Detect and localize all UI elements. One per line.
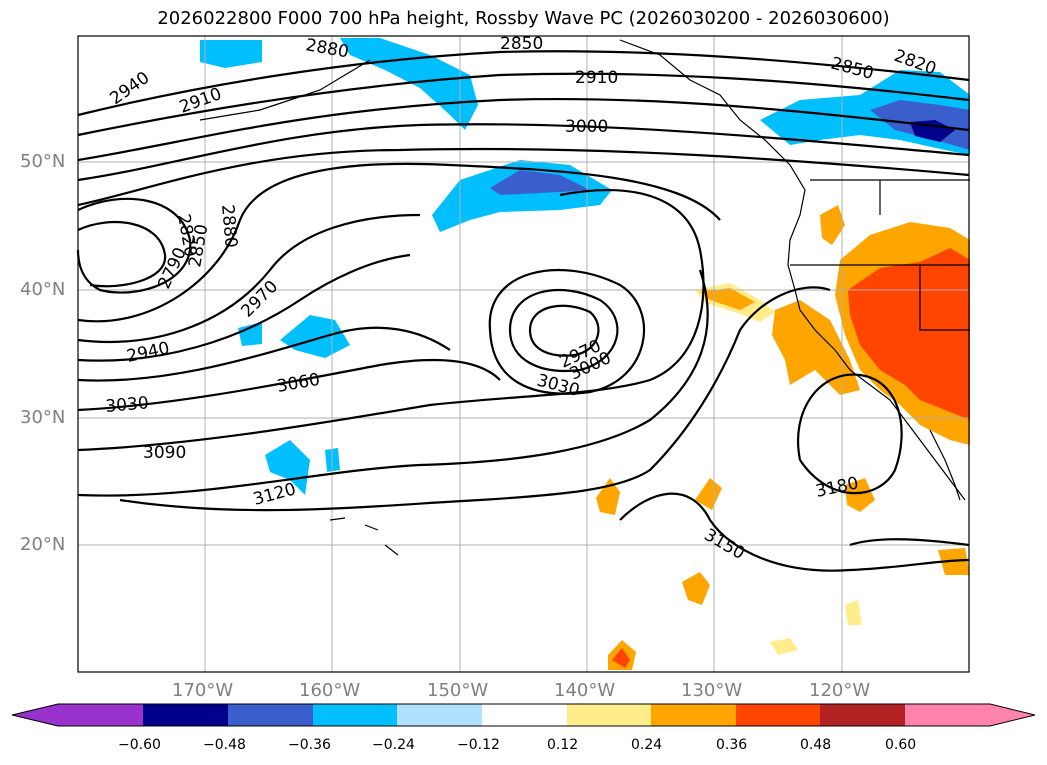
shade-orange-coast — [772, 300, 860, 395]
shade-orange-small1 — [820, 205, 845, 245]
contour-label: 2790 — [154, 244, 190, 292]
colorbar-segment — [651, 704, 736, 726]
colorbar-segment — [143, 704, 228, 726]
contour-label: 3000 — [565, 117, 608, 137]
colorbar — [11, 703, 1036, 727]
lat-label-40n: 40°N — [20, 279, 66, 300]
shade-blue-south — [265, 440, 310, 495]
colorbar-segment — [567, 704, 651, 726]
lon-label-170w: 170°W — [172, 680, 234, 701]
colorbar-extend-right — [990, 704, 1035, 726]
contour-label: 3150 — [701, 525, 748, 564]
map-title: 2026022800 F000 700 hPa height, Rossby W… — [157, 8, 890, 29]
shade-orange-se2 — [845, 478, 875, 512]
colorbar-tick-label: 0.24 — [631, 737, 663, 753]
colorbar-extend-left — [12, 704, 58, 726]
contour-label: 2850 — [829, 54, 876, 85]
shade-red-land — [848, 248, 970, 420]
colorbar-tick-label: 0.36 — [716, 737, 748, 753]
colorbar-segment — [820, 704, 905, 726]
colorbar-segment — [736, 704, 820, 726]
shade-blue-central — [432, 160, 612, 232]
contour-label: 2910 — [575, 68, 618, 88]
shade-orange-south3 — [682, 572, 710, 605]
colorbar-tick-label: 0.12 — [547, 737, 579, 753]
colorbar-tick-label: 0.48 — [800, 737, 832, 753]
colorbar-segment — [228, 704, 313, 726]
colorbar-tick-label: −0.36 — [288, 737, 331, 753]
shade-orange-south2 — [695, 478, 722, 510]
shade-blue-alaska — [340, 38, 478, 130]
shade-darkblue-central — [490, 170, 590, 195]
shade-blue-west2 — [238, 322, 262, 346]
lat-label-20n: 20°N — [20, 534, 66, 555]
contour-label: 3030 — [105, 393, 150, 417]
colorbar-tick-label: −0.12 — [457, 737, 500, 753]
shade-yellow-small2 — [845, 600, 862, 625]
lon-label-160w: 160°W — [299, 680, 361, 701]
colorbar-segment — [58, 704, 143, 726]
shade-blue-west1 — [280, 315, 350, 358]
colorbar-tick-label: −0.24 — [372, 737, 415, 753]
map-frame — [77, 35, 970, 673]
colorbar-tick-label: 0.60 — [885, 737, 917, 753]
contour-label: 2880 — [217, 204, 241, 249]
lon-label-130w: 130°W — [681, 680, 743, 701]
lon-label-140w: 140°W — [554, 680, 616, 701]
colorbar-segment — [482, 704, 567, 726]
positive-anomaly-shading — [596, 205, 970, 670]
lon-label-150w: 150°W — [427, 680, 489, 701]
colorbar-outline — [11, 703, 1036, 727]
contour-label: 3060 — [275, 370, 321, 397]
lat-label-30n: 30°N — [20, 407, 66, 428]
lat-label-50n: 50°N — [20, 151, 66, 172]
colorbar-segment — [397, 704, 482, 726]
shade-orange-south1 — [596, 478, 620, 515]
colorbar-tick-label: −0.48 — [203, 737, 246, 753]
shade-blue-topleft — [200, 40, 262, 68]
contour-label: 3090 — [143, 443, 186, 463]
colorbar-segment — [313, 704, 397, 726]
lon-label-120w: 120°W — [809, 680, 871, 701]
height-contours — [76, 50, 970, 572]
colorbar-tick-label: −0.60 — [118, 737, 161, 753]
shade-yellow-small — [770, 638, 798, 655]
contour-label: 2850 — [500, 34, 543, 54]
shade-red-south4 — [612, 648, 630, 668]
contour-label: 2940 — [125, 338, 171, 367]
colorbar-segment — [905, 704, 990, 726]
